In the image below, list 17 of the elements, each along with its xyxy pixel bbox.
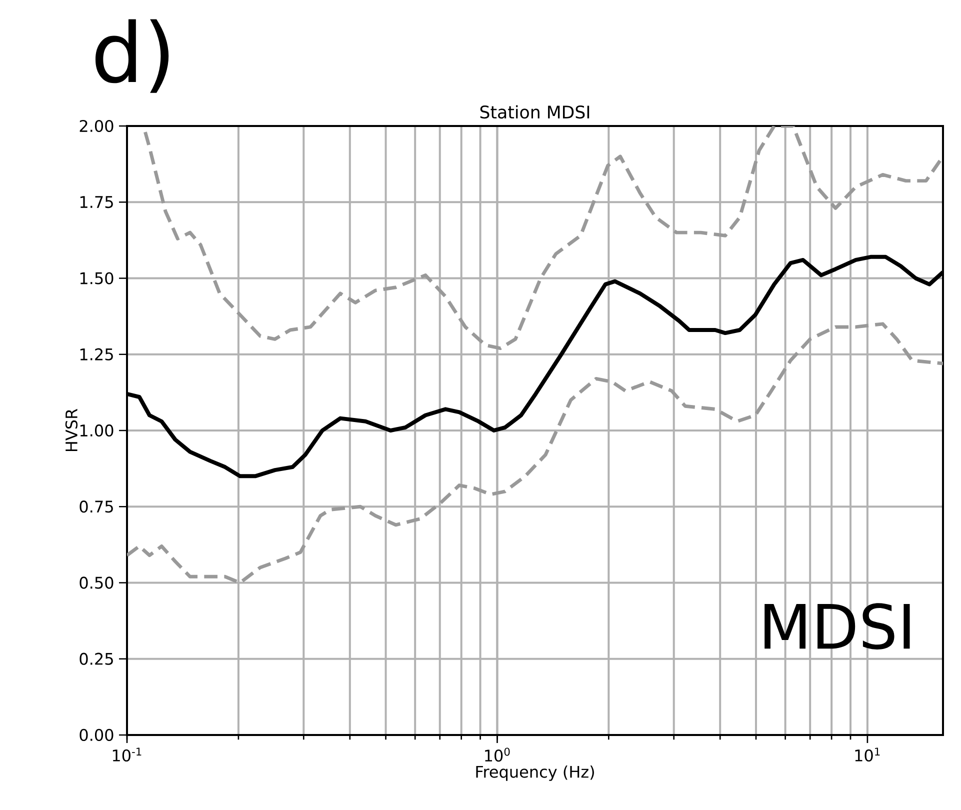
y-tick-label: 2.00 (80, 120, 114, 132)
text: d) (96, 19, 169, 93)
y-tick-label: 1.25 (80, 348, 113, 360)
x-tick-label: 10$^{0}$ (485, 748, 510, 762)
y-tick-label: 1.75 (80, 196, 113, 208)
y-axis-title: HVSR (65, 408, 78, 452)
x-tick-label: 10$^{-1}$ (112, 748, 142, 762)
annotation: MDSI (764, 603, 910, 650)
y-tick-label: 0.25 (80, 652, 113, 665)
chart-title: Station MDSI (480, 105, 590, 119)
x-axis-title: Frequency (Hz) (476, 765, 594, 781)
y-tick-label: 1.00 (80, 424, 114, 437)
y-tick-label: 0.50 (80, 576, 114, 589)
x-tick-label: 10$^{1}$ (855, 748, 880, 762)
y-tick-label: 0.00 (80, 728, 114, 742)
y-tick-label: 1.50 (80, 272, 114, 284)
y-tick-label: 0.75 (80, 500, 113, 513)
